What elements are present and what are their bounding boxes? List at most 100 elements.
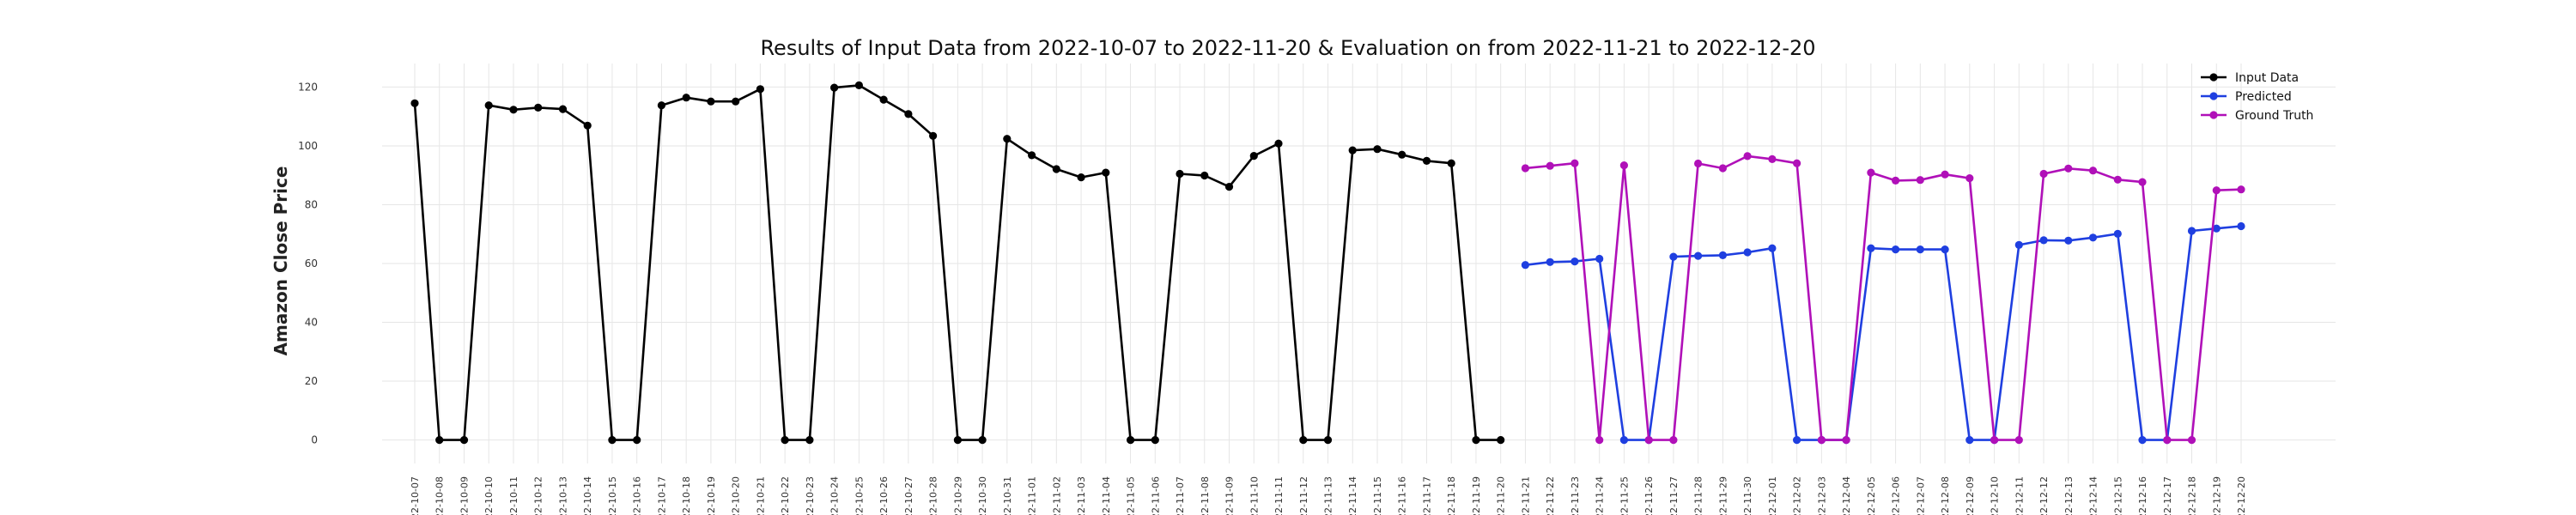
x-tick-label: 2022-11-24 bbox=[1595, 476, 1606, 515]
x-tick-label: 2022-12-11 bbox=[2014, 476, 2025, 515]
y-axis-label: Amazon Close Price bbox=[270, 167, 291, 356]
x-tick-label: 2022-10-21 bbox=[755, 476, 766, 515]
data-point bbox=[1965, 435, 1974, 445]
x-tick-label: 2022-12-04 bbox=[1841, 476, 1852, 515]
series-predicted bbox=[1521, 221, 2245, 445]
x-tick-label: 2022-11-05 bbox=[1126, 476, 1137, 515]
data-point bbox=[1373, 145, 1382, 154]
data-point bbox=[929, 131, 938, 140]
data-point bbox=[1472, 435, 1480, 445]
data-point bbox=[1176, 169, 1184, 179]
series bbox=[410, 81, 2245, 445]
data-point bbox=[2187, 227, 2196, 235]
legend-item: Ground Truth bbox=[2201, 109, 2313, 123]
data-point bbox=[2163, 435, 2172, 445]
data-point bbox=[1497, 435, 1505, 445]
data-point bbox=[459, 435, 469, 445]
x-tick-label: 2022-10-27 bbox=[903, 476, 914, 515]
data-point bbox=[1323, 435, 1333, 445]
y-tick-label: 40 bbox=[305, 317, 318, 329]
x-tick-label: 2022-11-10 bbox=[1249, 476, 1260, 515]
data-point bbox=[608, 435, 617, 445]
x-tick-label: 2022-12-09 bbox=[1965, 476, 1976, 515]
y-tick-label: 80 bbox=[305, 198, 318, 210]
data-point bbox=[2064, 164, 2073, 173]
x-tick-label: 2022-10-22 bbox=[780, 476, 791, 515]
data-point bbox=[1669, 252, 1678, 261]
x-tick-label: 2022-11-30 bbox=[1742, 476, 1753, 515]
data-point bbox=[2138, 178, 2147, 186]
x-tick-label: 2022-12-20 bbox=[2236, 476, 2247, 515]
series-ground-truth bbox=[1521, 152, 2245, 445]
x-tick-label: 2022-11-21 bbox=[1520, 476, 1531, 515]
legend-item: Predicted bbox=[2201, 90, 2292, 104]
legend: Input Data Predicted Ground Truth bbox=[2201, 71, 2313, 123]
data-point bbox=[1694, 251, 1703, 260]
x-tick-label: 2022-10-20 bbox=[731, 476, 742, 515]
data-point bbox=[2113, 229, 2122, 238]
x-axis: 2022-10-07 2022-10-08 2022-10-09 2022-10-10… bbox=[410, 476, 2247, 515]
data-point bbox=[2212, 224, 2221, 233]
x-tick-label: 2022-12-17 bbox=[2162, 476, 2173, 515]
x-tick-label: 2022-12-15 bbox=[2112, 476, 2123, 515]
data-point bbox=[879, 95, 888, 104]
data-point bbox=[1669, 435, 1678, 445]
x-tick-label: 2022-11-17 bbox=[1421, 476, 1432, 515]
x-tick-label: 2022-12-05 bbox=[1866, 476, 1877, 515]
x-tick-label: 2022-12-07 bbox=[1915, 476, 1926, 515]
data-point bbox=[1151, 435, 1159, 445]
data-point bbox=[1200, 171, 1209, 180]
data-point bbox=[904, 110, 913, 118]
x-tick-label: 2022-11-23 bbox=[1570, 476, 1581, 515]
data-point bbox=[1571, 258, 1579, 266]
data-point bbox=[1941, 170, 1949, 179]
x-tick-label: 2022-10-29 bbox=[952, 476, 963, 515]
series-line bbox=[1525, 154, 2242, 441]
data-point bbox=[1422, 156, 1431, 165]
data-point bbox=[854, 81, 864, 89]
data-point bbox=[558, 105, 568, 113]
data-point bbox=[1619, 161, 1628, 170]
x-tick-label: 2022-10-09 bbox=[459, 476, 470, 515]
x-tick-label: 2022-11-04 bbox=[1101, 476, 1112, 515]
x-tick-label: 2022-11-03 bbox=[1076, 476, 1087, 515]
data-point bbox=[682, 94, 690, 102]
x-tick-label: 2022-11-08 bbox=[1200, 476, 1211, 515]
x-tick-label: 2022-12-16 bbox=[2137, 476, 2148, 515]
data-point bbox=[1127, 435, 1135, 445]
data-point bbox=[1398, 150, 1406, 159]
x-tick-label: 2022-10-14 bbox=[582, 476, 593, 515]
x-tick-label: 2022-11-06 bbox=[1150, 476, 1161, 515]
data-point bbox=[1842, 435, 1850, 445]
legend-item: Input Data bbox=[2201, 71, 2299, 85]
data-point bbox=[978, 435, 987, 445]
x-tick-label: 2022-12-02 bbox=[1792, 476, 1803, 515]
y-axis: 0 20 40 60 80 100 120 bbox=[298, 81, 318, 445]
data-point bbox=[2014, 435, 2023, 445]
x-tick-label: 2022-10-12 bbox=[533, 476, 544, 515]
x-tick-label: 2022-10-26 bbox=[878, 476, 890, 515]
x-tick-label: 2022-12-06 bbox=[1891, 476, 1902, 515]
grid bbox=[382, 64, 2336, 464]
data-point bbox=[657, 101, 666, 110]
y-tick-label: 20 bbox=[305, 375, 318, 387]
data-point bbox=[1694, 159, 1703, 168]
y-tick-label: 120 bbox=[298, 81, 318, 93]
x-tick-label: 2022-12-01 bbox=[1767, 476, 1778, 515]
y-tick-label: 100 bbox=[298, 140, 318, 152]
data-point bbox=[2014, 240, 2023, 249]
data-point bbox=[2088, 167, 2098, 175]
data-point bbox=[1965, 174, 1974, 183]
x-tick-label: 2022-12-10 bbox=[1990, 476, 2001, 515]
data-point bbox=[1595, 254, 1604, 264]
y-tick-label: 0 bbox=[311, 434, 318, 446]
x-tick-label: 2022-11-07 bbox=[1175, 476, 1186, 515]
series-input-data bbox=[410, 81, 1505, 445]
x-tick-label: 2022-10-10 bbox=[483, 476, 495, 515]
data-point bbox=[1224, 183, 1234, 191]
data-point bbox=[534, 103, 543, 112]
data-point bbox=[2138, 435, 2147, 445]
data-point bbox=[781, 435, 789, 445]
data-point bbox=[1916, 245, 1924, 254]
data-point bbox=[2212, 186, 2221, 195]
